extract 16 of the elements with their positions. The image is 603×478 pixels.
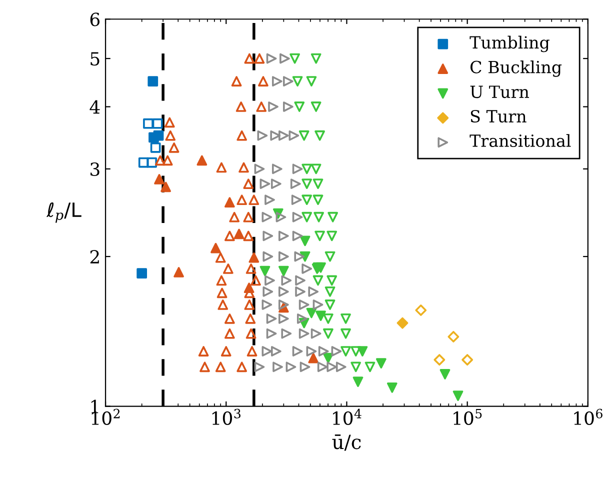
y-tick-label: 5 — [90, 52, 100, 66]
x-axis-title: ū/c — [332, 434, 361, 451]
legend-label: Tumbling — [470, 36, 550, 52]
legend-label: S Turn — [470, 110, 526, 123]
legend-label: Transitional — [470, 134, 571, 148]
legend-label: U Turn — [470, 86, 529, 98]
y-tick-label: 3 — [90, 162, 100, 176]
y-tick-label: 6 — [90, 12, 100, 26]
x-tick-label: 10$^{6}$ — [574, 408, 602, 426]
y-tick-label: 4 — [90, 100, 100, 114]
x-tick-label: 10$^{3}$ — [212, 408, 240, 426]
x-tick-label: 10$^{5}$ — [454, 408, 482, 426]
x-tick-label: 10$^{4}$ — [333, 408, 362, 426]
y-tick-label: 2 — [90, 250, 99, 264]
y-axis-title: ℓ$_{p}$/L — [46, 202, 82, 223]
legend-label: C Buckling — [470, 60, 562, 77]
